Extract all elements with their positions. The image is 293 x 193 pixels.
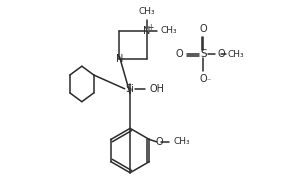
Text: ⁻: ⁻ bbox=[207, 76, 211, 85]
Text: +: + bbox=[148, 23, 154, 31]
Text: O: O bbox=[217, 49, 225, 59]
Text: Si: Si bbox=[126, 84, 134, 94]
Text: O: O bbox=[176, 49, 183, 59]
Text: O: O bbox=[200, 74, 207, 84]
Text: O: O bbox=[155, 137, 163, 147]
Text: N: N bbox=[143, 26, 150, 36]
Text: O: O bbox=[200, 24, 207, 34]
Text: CH₃: CH₃ bbox=[138, 7, 155, 16]
Text: CH₃: CH₃ bbox=[160, 26, 177, 35]
Text: CH₃: CH₃ bbox=[228, 50, 244, 58]
Text: N: N bbox=[116, 54, 123, 64]
Text: OH: OH bbox=[150, 84, 165, 94]
Text: CH₃: CH₃ bbox=[173, 137, 190, 146]
Text: S: S bbox=[200, 49, 207, 59]
